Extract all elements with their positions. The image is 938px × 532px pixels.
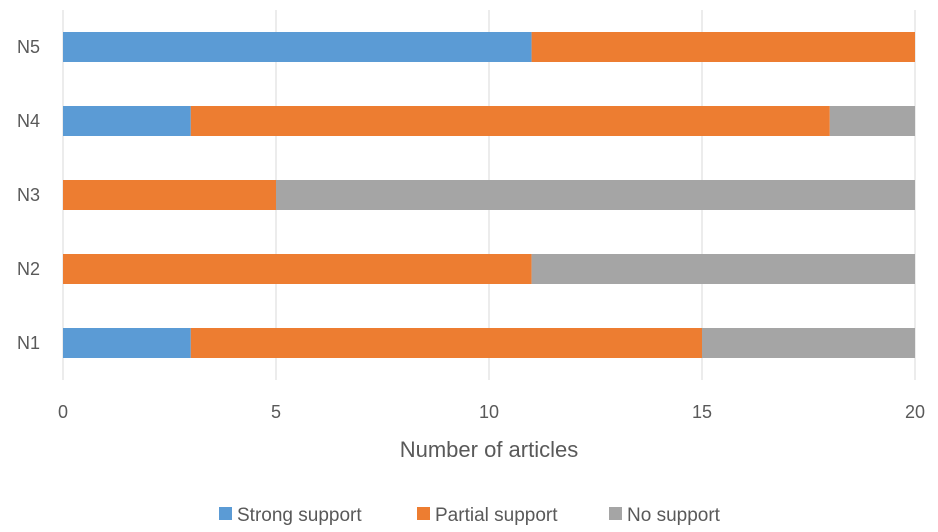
x-tick-label-15: 15	[692, 402, 712, 422]
bar-n4-strong-support	[63, 106, 191, 136]
category-label-n5: N5	[17, 37, 40, 57]
bar-n5-partial-support	[531, 32, 915, 62]
bar-n1-no-support	[702, 328, 915, 358]
legend: Strong support Partial support No support	[219, 505, 721, 526]
legend-swatch-no-support	[609, 507, 622, 520]
category-label-n4: N4	[17, 111, 40, 131]
category-labels: N1 N2 N3 N4 N5	[17, 37, 40, 353]
category-label-n3: N3	[17, 185, 40, 205]
category-label-n2: N2	[17, 259, 40, 279]
x-tick-label-20: 20	[905, 402, 925, 422]
x-tick-label-0: 0	[58, 402, 68, 422]
x-tick-label-5: 5	[271, 402, 281, 422]
bars	[63, 32, 915, 358]
x-tick-label-10: 10	[479, 402, 499, 422]
bar-n1-partial-support	[190, 328, 703, 358]
category-label-n1: N1	[17, 333, 40, 353]
legend-label-no-support: No support	[627, 505, 721, 526]
bar-n1-strong-support	[63, 328, 191, 358]
bar-n3-partial-support	[63, 180, 276, 210]
bar-n2-partial-support	[63, 254, 532, 284]
legend-label-strong-support: Strong support	[237, 505, 362, 526]
legend-label-partial-support: Partial support	[435, 505, 558, 526]
legend-swatch-partial-support	[417, 507, 430, 520]
bar-n4-no-support	[829, 106, 915, 136]
bar-n3-no-support	[276, 180, 915, 210]
bar-n5-strong-support	[63, 32, 532, 62]
bar-n4-partial-support	[190, 106, 830, 136]
x-tick-labels: 0 5 10 15 20	[58, 402, 925, 422]
x-axis-title: Number of articles	[400, 437, 579, 462]
bar-n2-no-support	[531, 254, 915, 284]
legend-swatch-strong-support	[219, 507, 232, 520]
